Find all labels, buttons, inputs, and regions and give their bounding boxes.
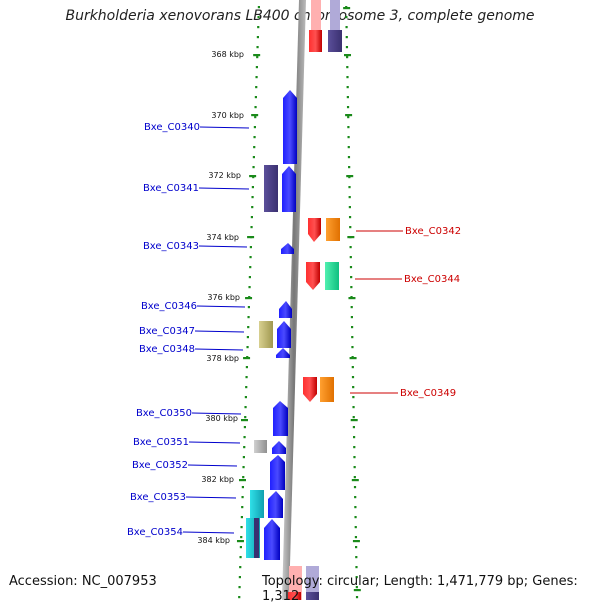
label-leader-line: [188, 441, 241, 444]
kbp-tick-label: 378 kbp: [206, 354, 239, 363]
gene-arrow[interactable]: [282, 166, 296, 212]
gene-label-left[interactable]: Bxe_C0350: [136, 408, 192, 419]
scale-tick: [343, 7, 351, 10]
gene-feature[interactable]: [326, 218, 340, 241]
gene-arrow[interactable]: [277, 321, 291, 348]
gene-arrow[interactable]: [268, 491, 283, 518]
gene-feature[interactable]: [250, 490, 264, 518]
kbp-tick-label: 374 kbp: [206, 233, 239, 242]
scale-tick: [348, 297, 356, 300]
label-leader-line: [185, 496, 237, 499]
gene-label-left[interactable]: Bxe_C0351: [133, 437, 189, 448]
scale-tick: [347, 236, 355, 239]
scale-tick: [344, 54, 352, 57]
gene-arrow[interactable]: [270, 455, 285, 490]
gene-arrow[interactable]: [283, 90, 297, 164]
kbp-tick-label: 372 kbp: [208, 171, 241, 180]
gene-arrow[interactable]: [273, 401, 288, 436]
kbp-tick-label: 368 kbp: [211, 50, 244, 59]
scale-tick: [251, 114, 259, 117]
gene-feature[interactable]: [264, 165, 278, 212]
label-leader-line: [182, 531, 235, 534]
gene-labels: Bxe_C0340 Bxe_C0341 Bxe_C0343 Bxe_C0346 Bxe_…: [127, 122, 461, 538]
gene-arrow[interactable]: [308, 218, 321, 242]
gene-label-left[interactable]: Bxe_C0354: [127, 527, 183, 538]
scale-tick: [345, 114, 353, 117]
gene-label-left[interactable]: Bxe_C0348: [139, 344, 195, 355]
gene-feature[interactable]: [289, 566, 302, 600]
gene-arrow[interactable]: [276, 348, 290, 358]
label-leader-line: [194, 330, 245, 333]
gene-label-left[interactable]: Bxe_C0353: [130, 492, 186, 503]
scale-tick: [247, 236, 255, 239]
kbp-tick-label: 384 kbp: [197, 536, 230, 545]
gene-label-left[interactable]: Bxe_C0343: [143, 241, 199, 252]
scale-tick: [353, 589, 361, 592]
scale-lines: [236, 6, 361, 599]
gene-feature[interactable]: [254, 440, 267, 453]
kbp-tick-label: 380 kbp: [205, 414, 238, 423]
scale-line-right: [343, 6, 361, 599]
kbp-tick-label: 382 kbp: [201, 475, 234, 484]
gene-label-left[interactable]: Bxe_C0340: [144, 122, 200, 133]
label-leader-line: [187, 464, 238, 467]
gene-label-left[interactable]: Bxe_C0352: [132, 460, 188, 471]
scale-tick: [350, 419, 358, 422]
gene-arrow[interactable]: [303, 377, 317, 402]
scale-tick: [245, 297, 253, 300]
kbp-tick-label: 370 kbp: [211, 111, 244, 120]
kbp-tick-label: 376 kbp: [207, 293, 240, 302]
scale-line-left: [236, 6, 261, 599]
scale-tick: [351, 479, 359, 482]
gene-feature[interactable]: [306, 592, 319, 600]
scale-tick: [249, 175, 257, 178]
label-leader-line: [196, 305, 246, 308]
gene-arrow[interactable]: [272, 441, 286, 454]
label-leader-line: [199, 126, 250, 129]
genome-backbone: [282, 0, 306, 600]
gene-arrow[interactable]: [306, 262, 320, 290]
gene-feature[interactable]: [330, 0, 340, 30]
gene-feature[interactable]: [328, 30, 342, 52]
gene-feature[interactable]: [309, 30, 322, 52]
scale-tick: [346, 175, 354, 178]
scale-tick: [236, 540, 244, 543]
scale-tick: [253, 54, 261, 57]
accession-text: Accession: NC_007953: [9, 574, 157, 589]
scale-tick: [241, 419, 248, 422]
gene-arrow[interactable]: [279, 301, 292, 318]
gene-features: [246, 0, 342, 600]
gene-feature[interactable]: [306, 566, 319, 600]
label-leader-line: [194, 348, 244, 351]
gene-label-right[interactable]: Bxe_C0342: [405, 226, 461, 237]
gene-arrow[interactable]: [264, 519, 280, 560]
scale-tick: [239, 479, 246, 482]
gene-arrow[interactable]: [281, 243, 294, 254]
gene-label-left[interactable]: Bxe_C0347: [139, 326, 195, 337]
gene-feature[interactable]: [259, 321, 273, 348]
gene-label-right[interactable]: Bxe_C0349: [400, 388, 456, 399]
scale-tick: [243, 357, 251, 360]
gene-feature[interactable]: [325, 262, 339, 290]
label-leader-line: [191, 412, 242, 415]
scale-tick: [349, 357, 357, 360]
gene-label-left[interactable]: Bxe_C0341: [143, 183, 199, 194]
gene-feature[interactable]: [320, 377, 334, 402]
kbp-scale: 368 kbp 370 kbp 372 kbp 374 kbp 376 kbp 378 k…: [197, 50, 244, 545]
gene-feature[interactable]: [254, 518, 259, 558]
label-leader-line: [198, 245, 248, 248]
scale-tick: [352, 540, 360, 543]
gene-label-left[interactable]: Bxe_C0346: [141, 301, 197, 312]
gene-feature[interactable]: [311, 0, 321, 30]
gene-feature[interactable]: [288, 592, 301, 600]
gene-label-right[interactable]: Bxe_C0344: [404, 274, 460, 285]
label-leader-line: [198, 187, 250, 190]
